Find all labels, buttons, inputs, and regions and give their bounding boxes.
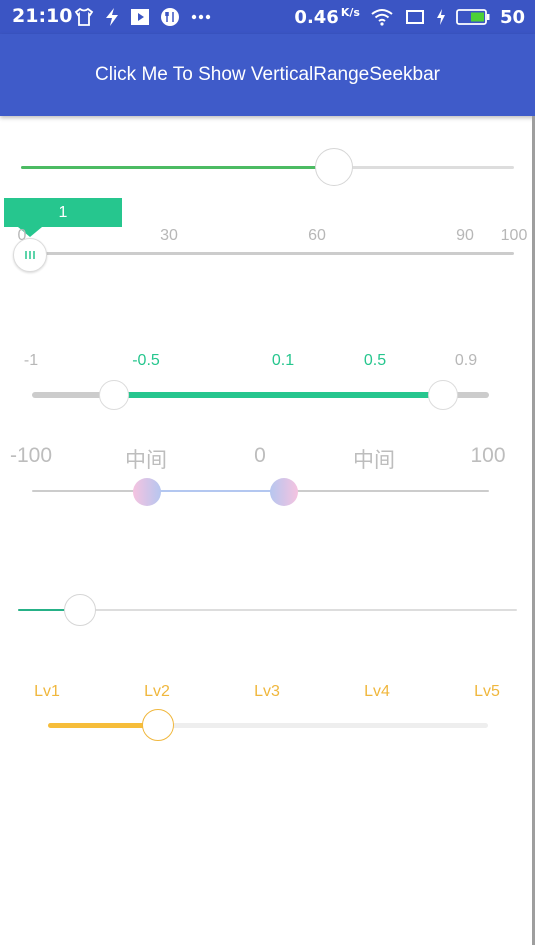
content-area: 1 0 30 60 90 100 -1 -0.5 0.1 0.5 0.9 -10…: [0, 116, 535, 945]
status-time: 21:10: [12, 5, 73, 27]
battery-icon: [456, 9, 490, 25]
wifi-icon: [371, 9, 393, 26]
range-label-0-1: 0.1: [271, 352, 295, 369]
tick-label-0: 0: [17, 227, 27, 244]
range-label-minus-0-5: -0.5: [132, 352, 160, 369]
seekbar-basic-progress: [21, 166, 334, 169]
seekbar-indicator-track[interactable]: [22, 252, 514, 255]
seekbar-indicator-value: 1: [58, 203, 68, 221]
center-label-0: 0: [254, 444, 266, 467]
level-label-lv3: Lv3: [254, 683, 280, 700]
range-decimal-left-thumb[interactable]: [99, 380, 129, 410]
charging-icon: [436, 9, 445, 25]
range-decimal-right-thumb[interactable]: [428, 380, 458, 410]
range-label-0-9: 0.9: [454, 352, 478, 369]
seekbar-indicator-arrow: [18, 227, 42, 237]
restaurant-icon: [161, 8, 179, 26]
seekbar-minimal-thumb[interactable]: [64, 594, 96, 626]
window-edge: [532, 116, 535, 945]
center-label-minus-100: -100: [9, 444, 53, 467]
grip-icon: [25, 251, 35, 259]
app-bar[interactable]: Click Me To Show VerticalRangeSeekbar: [0, 34, 535, 116]
tick-label-30: 30: [160, 227, 178, 244]
center-label-middle-right: 中间: [353, 448, 395, 472]
tick-label-60: 60: [308, 227, 326, 244]
level-label-lv5: Lv5: [474, 683, 500, 700]
range-decimal-progress: [114, 392, 443, 398]
seekbar-minimal-progress: [18, 609, 80, 611]
center-label-middle-left: 中间: [125, 448, 167, 472]
level-label-lv4: Lv4: [364, 683, 390, 700]
play-icon: [131, 9, 149, 25]
level-label-lv1: Lv1: [34, 683, 60, 700]
tick-label-100: 100: [500, 227, 528, 244]
seekbar-levels-track[interactable]: [48, 723, 488, 728]
seekbar-minimal-track[interactable]: [18, 609, 517, 611]
range-center-left-thumb[interactable]: [133, 478, 161, 506]
network-speed: 0.46 K/s: [294, 6, 360, 28]
range-center-right-thumb[interactable]: [270, 478, 298, 506]
flash-icon: [106, 8, 118, 26]
range-center-progress: [147, 490, 284, 492]
battery-level: 50: [499, 6, 525, 28]
status-icons-right: 0.46 K/s 50: [294, 4, 525, 30]
screen-icon: [405, 10, 424, 24]
status-bar: 21:10 0.46 K/s: [0, 0, 535, 34]
seekbar-levels-thumb[interactable]: [142, 709, 174, 741]
network-speed-unit: K/s: [340, 6, 360, 19]
range-label-0-5: 0.5: [363, 352, 387, 369]
tick-label-90: 90: [456, 227, 474, 244]
show-vertical-seekbar-button[interactable]: Click Me To Show VerticalRangeSeekbar: [95, 64, 440, 85]
seekbar-levels-progress: [48, 723, 158, 728]
level-label-lv2: Lv2: [144, 683, 170, 700]
range-label-minus-1: -1: [23, 352, 39, 369]
center-label-100: 100: [470, 444, 506, 467]
seekbar-indicator-thumb[interactable]: [13, 238, 47, 272]
seekbar-indicator-bubble: 1: [4, 198, 122, 227]
more-dots-icon: [191, 14, 211, 20]
status-icons-left: [74, 6, 212, 28]
tshirt-icon: [74, 7, 94, 26]
seekbar-basic-thumb[interactable]: [315, 148, 353, 186]
